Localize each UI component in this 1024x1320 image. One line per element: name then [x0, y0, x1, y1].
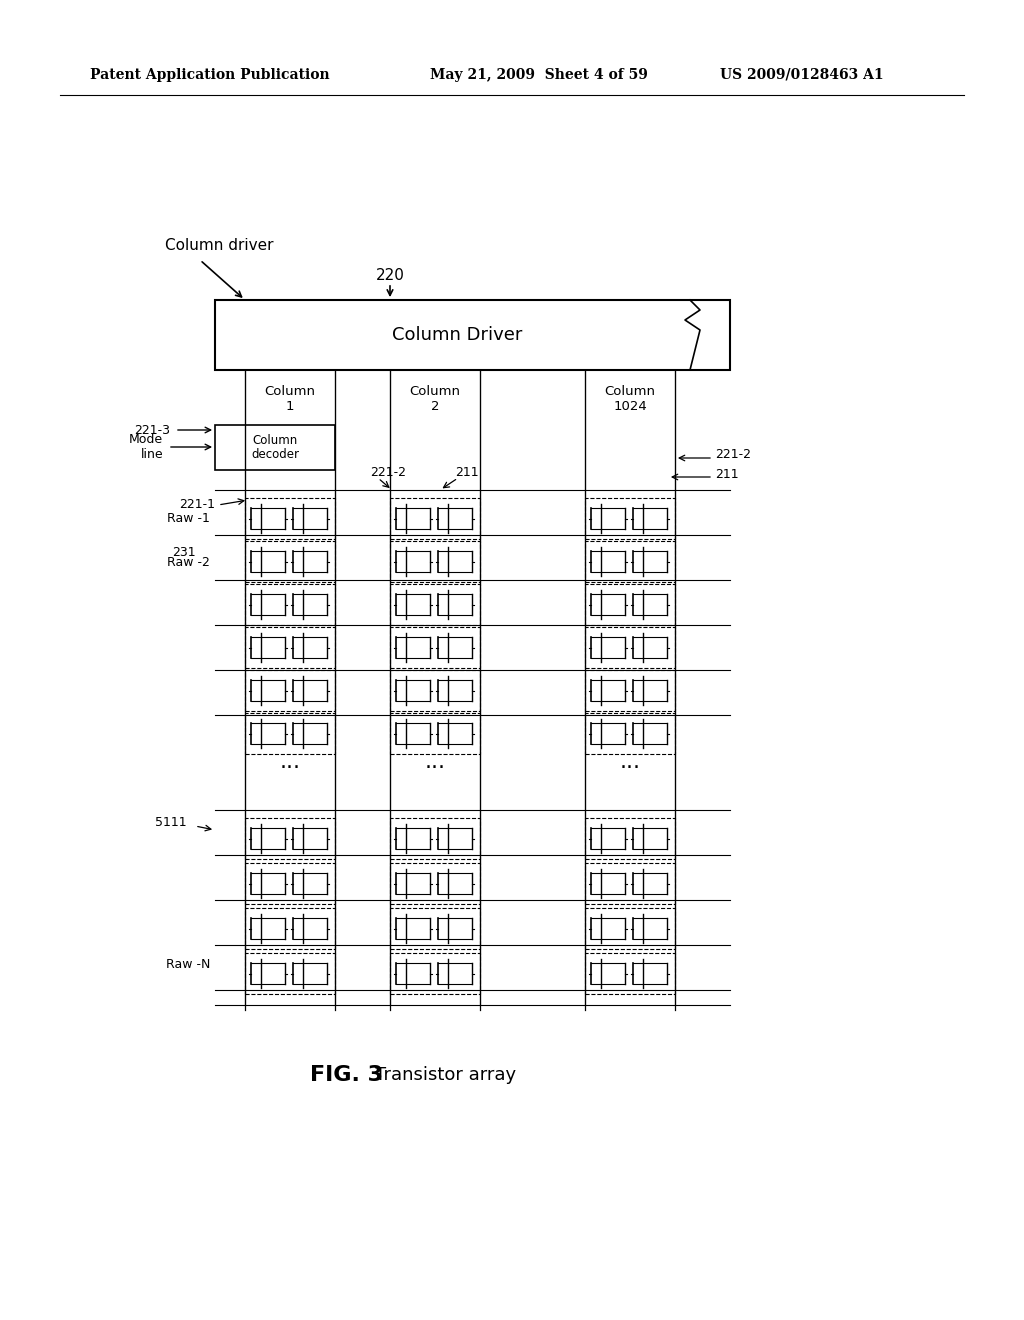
Bar	[390, 541, 480, 582]
Bar	[215, 300, 730, 370]
Bar	[245, 583, 335, 624]
Text: 211: 211	[715, 469, 738, 482]
Text: 231: 231	[172, 546, 196, 560]
Bar	[390, 498, 480, 539]
Bar	[245, 863, 335, 904]
Text: 211: 211	[455, 466, 478, 479]
Text: Column
1024: Column 1024	[604, 385, 655, 413]
Bar	[245, 818, 335, 859]
Bar	[585, 671, 675, 711]
Text: Mode
line: Mode line	[129, 433, 163, 461]
Bar	[245, 953, 335, 994]
Bar	[585, 908, 675, 949]
Bar	[215, 425, 335, 470]
Bar	[245, 671, 335, 711]
Text: ...: ...	[620, 752, 640, 772]
Bar	[390, 583, 480, 624]
Text: ...: ...	[280, 752, 300, 772]
Bar	[390, 627, 480, 668]
Text: Transistor array: Transistor array	[375, 1067, 516, 1084]
Text: Column
2: Column 2	[410, 385, 461, 413]
Text: 220: 220	[376, 268, 404, 282]
Bar	[390, 671, 480, 711]
Bar	[585, 541, 675, 582]
Text: Patent Application Publication: Patent Application Publication	[90, 69, 330, 82]
Bar	[245, 627, 335, 668]
Bar	[585, 498, 675, 539]
Bar	[390, 818, 480, 859]
Bar	[585, 713, 675, 754]
Text: 221-1: 221-1	[179, 499, 215, 511]
Bar	[585, 953, 675, 994]
Text: Raw -2: Raw -2	[167, 557, 210, 569]
Bar	[390, 713, 480, 754]
Text: 5111: 5111	[155, 817, 186, 829]
Text: 221-2: 221-2	[715, 449, 751, 462]
Text: Column Driver: Column Driver	[392, 326, 522, 345]
Bar	[245, 908, 335, 949]
Text: 221-2: 221-2	[370, 466, 406, 479]
Bar	[585, 818, 675, 859]
Bar	[390, 953, 480, 994]
Bar	[585, 863, 675, 904]
Text: Column
decoder: Column decoder	[251, 433, 299, 462]
Bar	[585, 583, 675, 624]
Text: ...: ...	[425, 752, 445, 772]
Bar	[245, 713, 335, 754]
Text: Raw -N: Raw -N	[166, 958, 210, 972]
Bar	[245, 541, 335, 582]
Text: 221-3: 221-3	[134, 424, 170, 437]
Bar	[390, 908, 480, 949]
Text: Column driver: Column driver	[165, 238, 273, 252]
Text: Column
1: Column 1	[264, 385, 315, 413]
Bar	[245, 498, 335, 539]
Bar	[585, 627, 675, 668]
Text: FIG. 3: FIG. 3	[310, 1065, 383, 1085]
Text: May 21, 2009  Sheet 4 of 59: May 21, 2009 Sheet 4 of 59	[430, 69, 648, 82]
Bar	[390, 863, 480, 904]
Text: US 2009/0128463 A1: US 2009/0128463 A1	[720, 69, 884, 82]
Text: Raw -1: Raw -1	[167, 511, 210, 524]
